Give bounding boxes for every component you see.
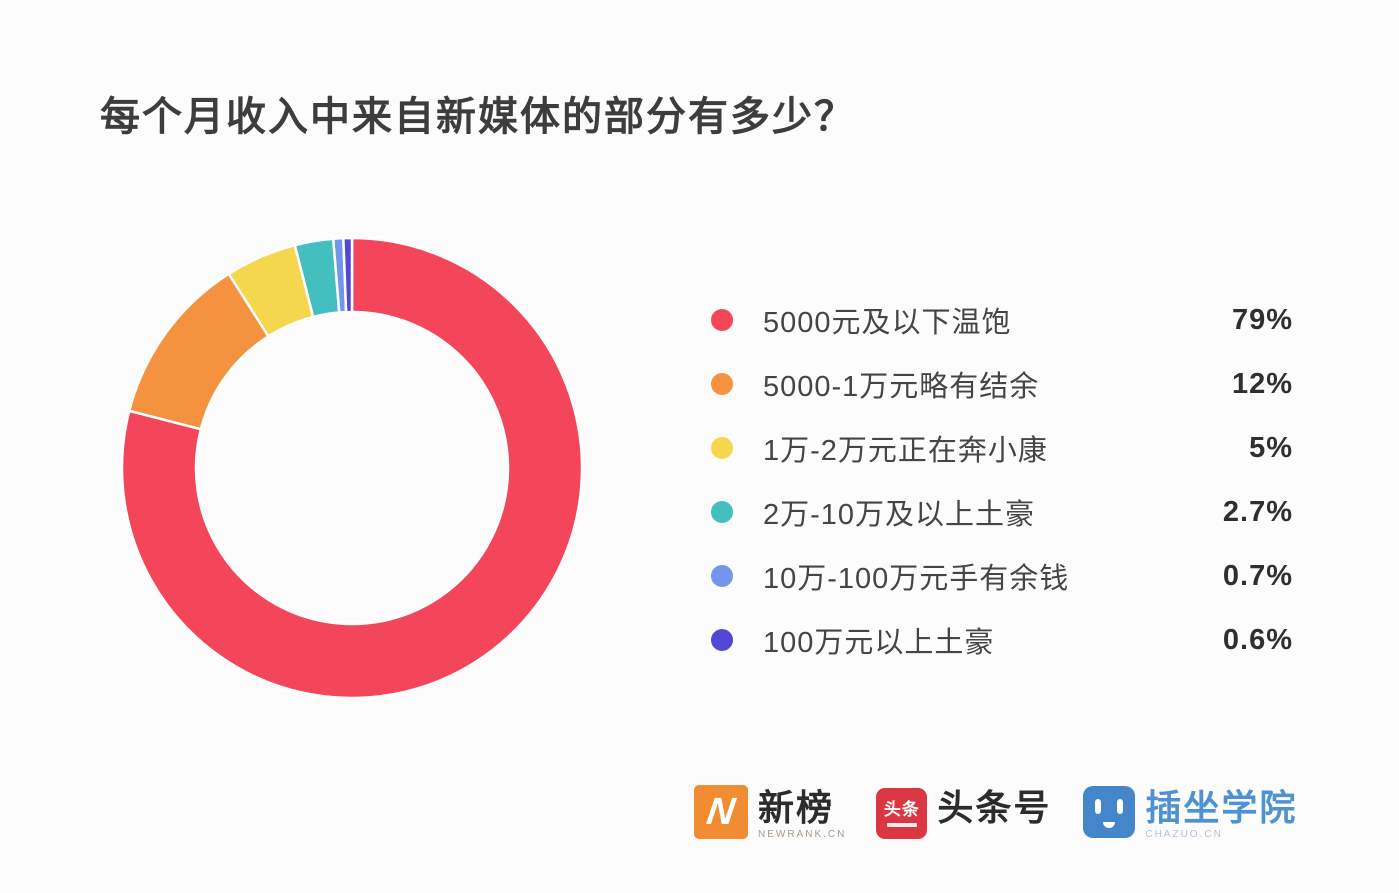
logo-toutiao: 头条 头条号 bbox=[876, 783, 1051, 839]
legend-value: 0.6% bbox=[1222, 623, 1293, 656]
legend-dot-icon bbox=[711, 437, 733, 459]
donut-segment bbox=[342, 236, 354, 314]
toutiao-icon-text: 头条 bbox=[883, 799, 920, 819]
toutiao-logo-title: 头条号 bbox=[937, 787, 1052, 828]
chart-title: 每个月收入中来自新媒体的部分有多少？ bbox=[100, 95, 856, 139]
sponsor-logos-bar: N 新榜 NEWRANK.CN 头条 头条号 bbox=[694, 783, 1297, 845]
chazuo-logo-subtitle: CHAZUO.CN bbox=[1145, 829, 1223, 841]
legend-label: 100万元以上土豪 bbox=[763, 627, 995, 659]
legend-dot-icon bbox=[711, 501, 733, 523]
legend-row: 5000-1万元略有结余 12% bbox=[711, 352, 1293, 416]
legend-dot-icon bbox=[711, 565, 733, 587]
chazuo-mouth-icon bbox=[1103, 822, 1116, 828]
logo-chazuo: 插坐学院 CHAZUO.CN bbox=[1083, 783, 1297, 840]
legend-value: 5% bbox=[1249, 431, 1293, 464]
legend-row: 1万-2万元正在奔小康 5% bbox=[711, 416, 1293, 480]
newrank-logo-title: 新榜 bbox=[758, 787, 835, 828]
legend-value: 2.7% bbox=[1222, 495, 1293, 528]
chazuo-logo-title: 插坐学院 bbox=[1145, 787, 1298, 828]
legend-value: 79% bbox=[1231, 303, 1293, 336]
donut-chart bbox=[120, 236, 584, 700]
chart-legend: 5000元及以下温饱 79% 5000-1万元略有结余 12% 1万-2万元正在… bbox=[711, 288, 1293, 672]
legend-row: 5000元及以下温饱 79% bbox=[711, 288, 1293, 352]
newrank-logo-icon: N bbox=[694, 785, 748, 839]
legend-label: 1万-2万元正在奔小康 bbox=[763, 435, 1048, 467]
legend-label: 5000元及以下温饱 bbox=[763, 307, 1012, 339]
chazuo-eye-icon bbox=[1095, 799, 1102, 814]
chazuo-face-icon bbox=[1083, 786, 1136, 838]
legend-value: 0.7% bbox=[1222, 559, 1293, 592]
legend-row: 2万-10万及以上土豪 2.7% bbox=[711, 480, 1293, 544]
legend-row: 100万元以上土豪 0.6% bbox=[711, 608, 1293, 672]
logo-newrank: N 新榜 NEWRANK.CN bbox=[694, 783, 846, 840]
chazuo-eye-icon bbox=[1117, 799, 1124, 814]
donut-segment bbox=[120, 236, 584, 700]
toutiao-logo-icon: 头条 bbox=[876, 788, 928, 839]
legend-dot-icon bbox=[711, 373, 733, 395]
newrank-n-glyph: N bbox=[704, 791, 738, 833]
legend-label: 10万-100万元手有余钱 bbox=[763, 563, 1070, 595]
legend-label: 2万-10万及以上土豪 bbox=[763, 499, 1036, 531]
legend-row: 10万-100万元手有余钱 0.7% bbox=[711, 544, 1293, 608]
legend-dot-icon bbox=[711, 629, 733, 651]
legend-label: 5000-1万元略有结余 bbox=[763, 371, 1040, 403]
toutiao-icon-bar bbox=[886, 822, 917, 827]
donut-chart-area bbox=[119, 235, 585, 701]
legend-dot-icon bbox=[711, 309, 733, 331]
legend-value: 12% bbox=[1231, 367, 1293, 400]
newrank-logo-subtitle: NEWRANK.CN bbox=[758, 829, 847, 841]
